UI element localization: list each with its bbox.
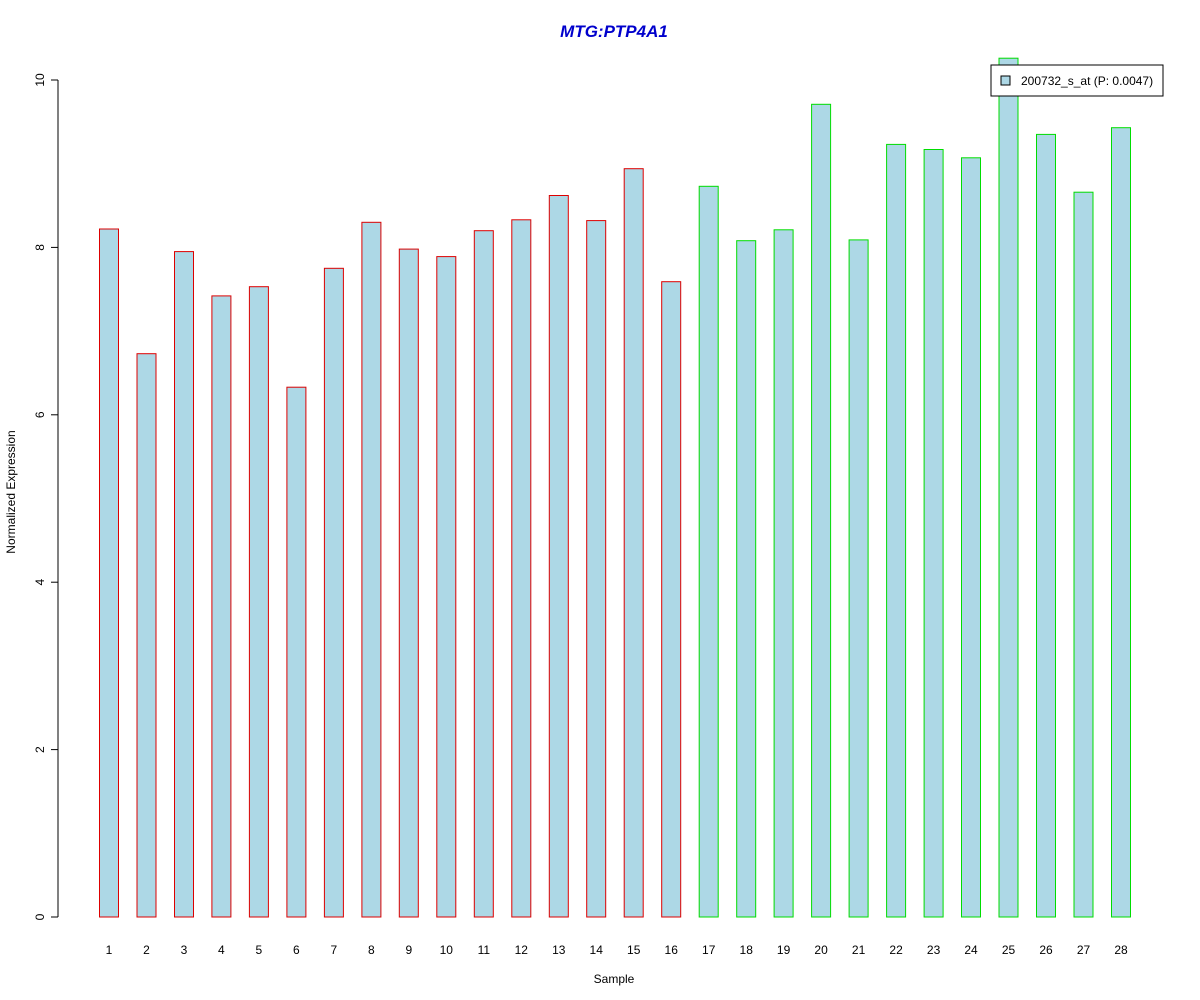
x-tick-label: 16 bbox=[665, 943, 679, 957]
legend-box bbox=[990, 64, 1164, 97]
x-tick-label: 11 bbox=[478, 943, 491, 957]
y-tick-label: 4 bbox=[33, 579, 47, 586]
bar-sample-11 bbox=[473, 230, 494, 918]
y-tick-label: 8 bbox=[33, 244, 47, 251]
x-tick-label: 2 bbox=[143, 943, 150, 957]
y-axis-label: Normalized Expression bbox=[4, 430, 18, 553]
x-tick-label: 12 bbox=[515, 943, 529, 957]
x-tick-label: 28 bbox=[1114, 943, 1128, 957]
x-tick-label: 26 bbox=[1039, 943, 1053, 957]
bar-sample-28 bbox=[1111, 127, 1131, 918]
bar-sample-13 bbox=[548, 195, 569, 918]
x-tick-labels: 1 2 3 4 5 6 7 8 9 10 11 12 13 14 15 16 17 18 19 20 21 22 23 24 2… bbox=[106, 943, 1128, 957]
bar-sample-24 bbox=[961, 157, 981, 918]
x-tick-label: 5 bbox=[256, 943, 263, 957]
bar-sample-17 bbox=[698, 185, 719, 918]
x-tick-label: 4 bbox=[218, 943, 225, 957]
bar-sample-3 bbox=[174, 251, 194, 918]
bar-sample-8 bbox=[361, 221, 382, 918]
x-tick-label: 27 bbox=[1077, 943, 1091, 957]
bar-sample-25 bbox=[998, 57, 1019, 918]
bar-sample-1 bbox=[99, 228, 119, 918]
bar-sample-5 bbox=[248, 286, 269, 918]
bar-sample-7 bbox=[323, 267, 344, 918]
x-tick-label: 15 bbox=[627, 943, 641, 957]
legend: 200732_s_at (P: 0.0047) bbox=[990, 64, 1164, 97]
bar-sample-26 bbox=[1036, 133, 1056, 918]
x-tick-label: 19 bbox=[777, 943, 791, 957]
x-tick-label: 18 bbox=[740, 943, 754, 957]
bar-sample-23 bbox=[923, 149, 944, 918]
bar-sample-12 bbox=[511, 219, 532, 918]
bar-sample-20 bbox=[811, 103, 832, 918]
x-tick-label: 14 bbox=[590, 943, 604, 957]
x-tick-label: 17 bbox=[702, 943, 716, 957]
x-tick-label: 25 bbox=[1002, 943, 1016, 957]
bar-sample-6 bbox=[286, 386, 307, 918]
x-tick-label: 13 bbox=[552, 943, 566, 957]
x-tick-label: 6 bbox=[293, 943, 300, 957]
bar-sample-4 bbox=[211, 295, 232, 918]
bar-sample-9 bbox=[398, 248, 419, 918]
x-tick-label: 21 bbox=[852, 943, 866, 957]
bar-sample-15 bbox=[623, 168, 644, 918]
bar-sample-27 bbox=[1073, 191, 1094, 918]
x-axis-label: Sample bbox=[594, 972, 635, 986]
x-tick-label: 10 bbox=[440, 943, 454, 957]
legend-swatch bbox=[1000, 75, 1011, 86]
x-tick-label: 8 bbox=[368, 943, 375, 957]
x-tick-label: 24 bbox=[964, 943, 978, 957]
x-tick-label: 9 bbox=[405, 943, 412, 957]
bar-sample-22 bbox=[886, 143, 907, 918]
bar-sample-21 bbox=[848, 239, 869, 918]
y-tick-label: 6 bbox=[33, 411, 47, 418]
x-tick-label: 23 bbox=[927, 943, 941, 957]
bar-sample-10 bbox=[436, 256, 457, 918]
bar-sample-16 bbox=[661, 281, 682, 918]
y-tick-label: 2 bbox=[33, 746, 47, 753]
x-tick-label: 20 bbox=[814, 943, 828, 957]
x-tick-label: 1 bbox=[106, 943, 113, 957]
x-tick-label: 7 bbox=[331, 943, 338, 957]
y-tick-label: 0 bbox=[33, 913, 47, 920]
x-tick-label: 22 bbox=[889, 943, 903, 957]
legend-label: 200732_s_at (P: 0.0047) bbox=[1021, 74, 1153, 88]
bar-sample-19 bbox=[773, 229, 794, 918]
x-tick-label: 3 bbox=[181, 943, 188, 957]
bar-sample-2 bbox=[136, 353, 157, 918]
bar-sample-14 bbox=[586, 220, 607, 918]
bars-layer bbox=[99, 57, 1131, 918]
chart-title: MTG:PTP4A1 bbox=[560, 22, 668, 41]
bar-sample-18 bbox=[736, 240, 757, 918]
y-tick-label: 10 bbox=[33, 73, 47, 87]
y-axis: 0 2 4 6 8 10 bbox=[33, 73, 59, 920]
